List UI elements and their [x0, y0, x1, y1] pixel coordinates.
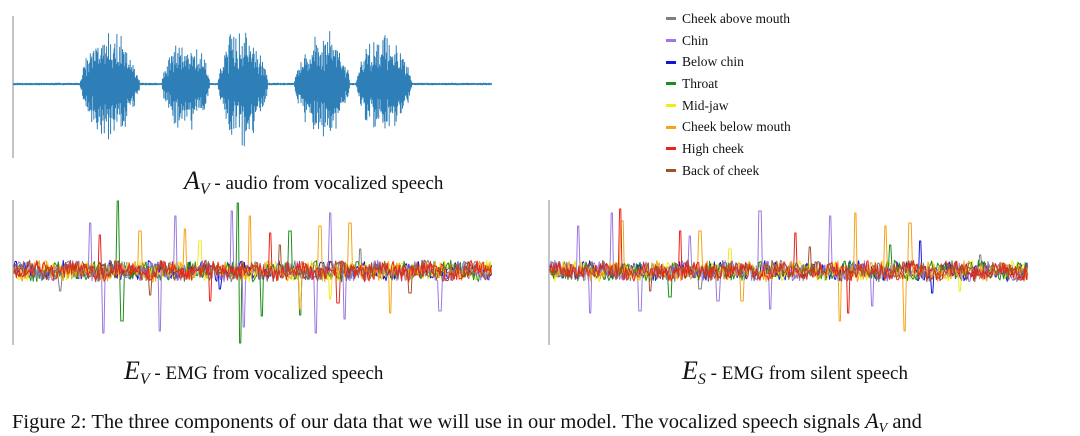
legend-item: Chin [666, 30, 791, 52]
figure-caption-suffix: and [887, 411, 922, 433]
legend-label: Chin [682, 32, 709, 48]
emg-vocalized-caption-text: - EMG from vocalized speech [149, 363, 384, 384]
legend-label: Mid-jaw [682, 97, 729, 113]
emg-silent-symbol: E [682, 356, 698, 385]
channel-legend: Cheek above mouth Chin Below chin Throat Mid… [666, 8, 791, 182]
audio-waveform-trace [13, 31, 492, 147]
legend-label: Cheek below mouth [682, 119, 791, 135]
figure-caption-subscript: V [878, 421, 888, 436]
figure-caption-prefix: Figure 2: The three components of our da… [12, 411, 866, 433]
legend-swatch [666, 169, 676, 173]
figure-caption-symbol: A [865, 408, 879, 433]
legend-item: Cheek above mouth [666, 8, 791, 30]
audio-caption: AV - audio from vocalized speech [184, 166, 444, 198]
emg-vocalized-caption: EV - EMG from vocalized speech [124, 356, 384, 388]
legend-label: Cheek above mouth [682, 11, 790, 26]
figure-caption: Figure 2: The three components of our da… [12, 408, 922, 436]
emg-vocalized-symbol: E [124, 356, 140, 385]
legend-item: Back of cheek [666, 160, 791, 182]
legend-swatch [666, 17, 676, 21]
legend-item: High cheek [666, 138, 791, 160]
emg-silent-caption: ES - EMG from silent speech [682, 356, 908, 388]
legend-item: Cheek below mouth [666, 116, 791, 138]
legend-swatch [666, 125, 676, 129]
legend-swatch [666, 104, 676, 108]
legend-swatch [666, 60, 676, 64]
audio-subscript: V [199, 181, 210, 198]
legend-swatch [666, 147, 676, 151]
emg-silent-caption-text: - EMG from silent speech [705, 363, 908, 384]
audio-caption-text: - audio from vocalized speech [209, 173, 444, 194]
legend-item: Below chin [666, 51, 791, 73]
legend-swatch [666, 39, 676, 43]
emg-silent-subscript: S [697, 371, 706, 388]
legend-item: Mid-jaw [666, 95, 791, 117]
audio-waveform-path [13, 31, 492, 147]
legend-item: Throat [666, 73, 791, 95]
legend-label: High cheek [682, 141, 744, 157]
legend-label: Below chin [682, 54, 744, 70]
legend-label: Throat [682, 76, 718, 92]
audio-symbol: A [184, 166, 200, 195]
legend-label: Back of cheek [682, 162, 760, 178]
legend-swatch [666, 82, 676, 86]
emg-vocalized-subscript: V [139, 371, 150, 388]
